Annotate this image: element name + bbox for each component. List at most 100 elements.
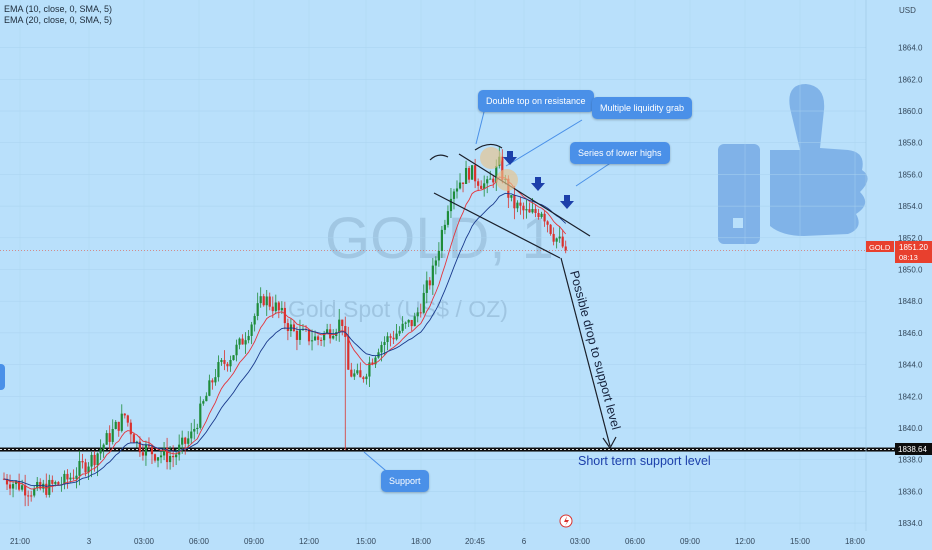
candle-body: [42, 483, 45, 489]
time-tick-label: 20:45: [465, 537, 486, 546]
candle-body: [217, 362, 220, 378]
down-arrows: [503, 151, 574, 209]
candle-body: [419, 312, 422, 314]
candle-body: [117, 421, 120, 431]
current-symbol: GOLD: [869, 243, 891, 252]
time-axis[interactable]: 21:00 3 03:00 06:00 09:00 12:00 15:00 18:00 20:4…: [10, 537, 866, 546]
candle-body: [398, 330, 401, 334]
candle-body: [184, 437, 187, 444]
candle-body: [313, 336, 317, 341]
side-panel-tab[interactable]: [0, 364, 5, 390]
time-tick-label: 21:00: [10, 537, 31, 546]
drop-arrow-head: [602, 436, 617, 450]
down-arrow-icon: [531, 177, 545, 191]
candle-body: [356, 370, 359, 374]
candle-body: [543, 213, 546, 222]
candle-body: [202, 401, 205, 404]
candle-body: [458, 182, 462, 189]
candle-body: [30, 495, 33, 497]
price-tick-label: 1860.0: [898, 107, 923, 116]
candle-body: [392, 337, 395, 340]
candle-body: [108, 433, 111, 442]
candle-body: [241, 338, 244, 345]
candle-body: [247, 335, 250, 341]
candle-body: [531, 209, 534, 213]
candle-body: [489, 178, 492, 180]
candle-body: [437, 250, 440, 261]
candle-body: [295, 330, 299, 340]
event-marker[interactable]: [559, 514, 573, 528]
down-arrow-icon: [560, 195, 574, 209]
time-tick-label: 12:00: [299, 537, 320, 546]
candle-body: [111, 428, 114, 442]
price-tick-label: 1838.0: [898, 456, 923, 465]
candle-body: [525, 209, 528, 211]
candle-body: [528, 209, 531, 213]
candle-body: [492, 178, 495, 183]
channel-lower-line: [433, 192, 561, 259]
price-tick-label: 1852.0: [898, 234, 923, 243]
candle-body: [102, 444, 105, 450]
ema20-line: [3, 192, 567, 487]
candle-body: [153, 454, 157, 461]
candle-body: [244, 340, 247, 345]
candle-body: [69, 477, 72, 480]
down-arrow-icon: [503, 151, 517, 165]
candle-body: [256, 303, 259, 316]
support-callout: Support: [381, 470, 429, 492]
time-tick-label: 18:00: [845, 537, 866, 546]
ema20-legend[interactable]: EMA (20, close, 0, SMA, 5): [4, 15, 113, 25]
candle-body: [283, 307, 286, 324]
candle-body: [54, 482, 57, 484]
candle-body: [486, 179, 489, 184]
top-arc-2: [474, 143, 503, 151]
candle-body: [513, 195, 516, 209]
candle-body: [253, 315, 256, 325]
price-tick-label: 1850.0: [898, 266, 923, 275]
current-price-tag: GOLD 1851.20 08:13: [866, 241, 932, 263]
candle-body: [359, 370, 362, 378]
double-top-callout: Double top on resistance: [478, 90, 594, 112]
support-level-label: Short term support level: [578, 454, 711, 468]
candle-body: [24, 485, 27, 496]
ema10-legend[interactable]: EMA (10, close, 0, SMA, 5): [4, 4, 113, 14]
price-axis[interactable]: 1834.0 1836.0 1838.0 1840.0 1842.0 1844.0 1846…: [865, 0, 923, 531]
time-tick-label: 09:00: [244, 537, 265, 546]
candle-body: [81, 461, 84, 463]
candle-body: [561, 236, 564, 247]
price-tick-label: 1844.0: [898, 361, 923, 370]
candle-body: [21, 485, 24, 490]
candle-body: [546, 221, 549, 225]
candle-body: [120, 413, 123, 431]
candle-body: [522, 205, 525, 211]
price-tick-label: 1848.0: [898, 297, 923, 306]
countdown: 08:13: [899, 253, 918, 262]
candle-body: [371, 362, 374, 365]
price-tick-label: 1842.0: [898, 392, 923, 401]
candle-body: [132, 434, 135, 444]
candle-body: [11, 484, 15, 489]
candle-body: [540, 213, 543, 217]
candle-body: [78, 461, 81, 476]
candle-body: [353, 373, 356, 377]
candle-body: [181, 437, 184, 445]
price-tick-label: 1864.0: [898, 44, 923, 53]
candle-body: [72, 477, 75, 479]
candle-body: [386, 336, 389, 343]
candle-body: [199, 403, 202, 428]
candle-body: [455, 188, 459, 192]
candle-body: [226, 363, 229, 367]
candle-body: [93, 454, 96, 466]
candle-body: [389, 336, 392, 338]
candle-body: [461, 182, 465, 184]
thumbs-up-icon: [718, 84, 868, 244]
candle-body: [395, 333, 398, 340]
candle-body: [383, 342, 386, 345]
candle-body: [159, 455, 163, 458]
candle-body: [271, 306, 274, 312]
candle-body: [123, 413, 126, 416]
candle-body: [87, 466, 90, 473]
candle-body: [483, 183, 486, 189]
